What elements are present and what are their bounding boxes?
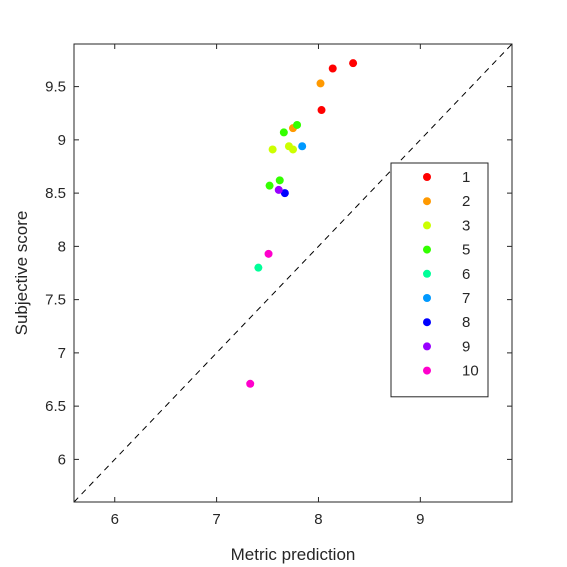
legend-label-1: 1 xyxy=(462,169,470,186)
y-axis-label: Subjective score xyxy=(12,211,31,336)
axes-box xyxy=(73,43,513,503)
legend-marker-5 xyxy=(423,245,431,254)
legend-label-5: 5 xyxy=(462,242,470,259)
legend-label-9: 9 xyxy=(462,338,470,355)
legend-label-8: 8 xyxy=(462,314,470,331)
x-tick-label: 9 xyxy=(416,511,424,528)
y-tick-label: 9 xyxy=(58,132,66,149)
y-tick-label: 6.5 xyxy=(45,398,66,415)
y-tick-label: 7.5 xyxy=(45,292,66,309)
plot-area: 6 7 8 9 6 6.5 7 7.5 8 8.5 9 9.5 xyxy=(45,43,513,528)
data-point-series-3 xyxy=(268,145,277,154)
legend-marker-7 xyxy=(423,294,431,302)
data-point-series-5 xyxy=(265,181,274,190)
y-tick-label: 8 xyxy=(58,238,66,255)
data-point-series-1 xyxy=(328,64,337,73)
data-point-series-10 xyxy=(264,249,273,258)
x-tick-label: 8 xyxy=(314,511,322,528)
legend-label-3: 3 xyxy=(462,217,470,234)
legend-marker-2 xyxy=(423,197,431,206)
y-tick-label: 9.5 xyxy=(45,79,66,96)
data-points xyxy=(246,59,358,388)
data-point-series-7 xyxy=(298,142,307,151)
data-point-series-10 xyxy=(246,379,255,388)
legend-label-6: 6 xyxy=(462,266,470,283)
data-point-series-8 xyxy=(280,189,289,198)
identity-line xyxy=(73,43,513,503)
legend-marker-1 xyxy=(423,173,431,181)
data-point-series-9 xyxy=(274,185,283,194)
legend-marker-8 xyxy=(423,318,431,327)
legend-items: 1 2 3 5 6 7 8 9 10 xyxy=(423,169,479,380)
data-point-series-2 xyxy=(316,79,325,88)
x-axis-label: Metric prediction xyxy=(231,545,356,564)
legend-label-2: 2 xyxy=(462,193,470,210)
data-point-series-3 xyxy=(289,145,297,154)
x-tick-label: 6 xyxy=(111,511,119,528)
legend-label-7: 7 xyxy=(462,290,470,307)
data-point-series-6 xyxy=(254,263,263,272)
legend-marker-10 xyxy=(423,366,431,375)
y-tick-label: 8.5 xyxy=(45,185,66,202)
data-point-series-5 xyxy=(275,176,284,185)
data-point-series-1 xyxy=(349,59,358,68)
y-axis-ticks: 6 6.5 7 7.5 8 8.5 9 9.5 xyxy=(45,79,512,468)
legend: 1 2 3 5 6 7 8 9 10 xyxy=(390,162,489,398)
legend-marker-9 xyxy=(423,342,431,351)
data-point-series-5 xyxy=(293,120,302,129)
data-point-series-1 xyxy=(317,106,326,115)
y-tick-label: 6 xyxy=(58,451,66,468)
legend-marker-6 xyxy=(423,269,431,278)
legend-box xyxy=(390,162,489,398)
x-tick-label: 7 xyxy=(212,511,220,528)
legend-label-10: 10 xyxy=(462,363,479,380)
legend-marker-3 xyxy=(423,221,431,230)
data-point-series-5 xyxy=(279,128,288,137)
x-axis-ticks: 6 7 8 9 xyxy=(111,44,424,528)
y-tick-label: 7 xyxy=(58,345,66,362)
